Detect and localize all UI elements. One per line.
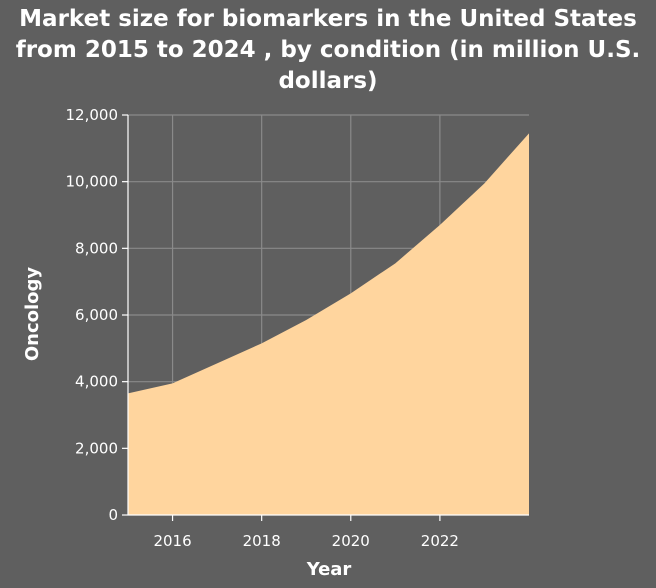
tick-labels: 0 2,000 4,000 6,000 8,000 10,000 12,000 2016 201… (66, 106, 459, 550)
y-tick-label: 4,000 (75, 373, 118, 391)
x-tick-label: 2022 (421, 532, 459, 550)
y-tick-label: 10,000 (66, 173, 119, 191)
y-tick-label: 12,000 (66, 106, 119, 124)
chart-title: Market size for biomarkers in the United… (15, 6, 641, 94)
y-tick-label: 6,000 (75, 306, 118, 324)
y-tick-label: 8,000 (75, 239, 118, 257)
x-tick-label: 2016 (153, 532, 191, 550)
y-axis-label: Oncology (22, 267, 43, 362)
axes (122, 114, 529, 521)
y-tick-label: 2,000 (75, 439, 118, 457)
y-tick-label: 0 (108, 506, 118, 524)
x-axis-label: Year (306, 559, 352, 580)
x-tick-label: 2018 (243, 532, 281, 550)
x-tick-label: 2020 (332, 532, 370, 550)
oncology-area (128, 133, 529, 516)
